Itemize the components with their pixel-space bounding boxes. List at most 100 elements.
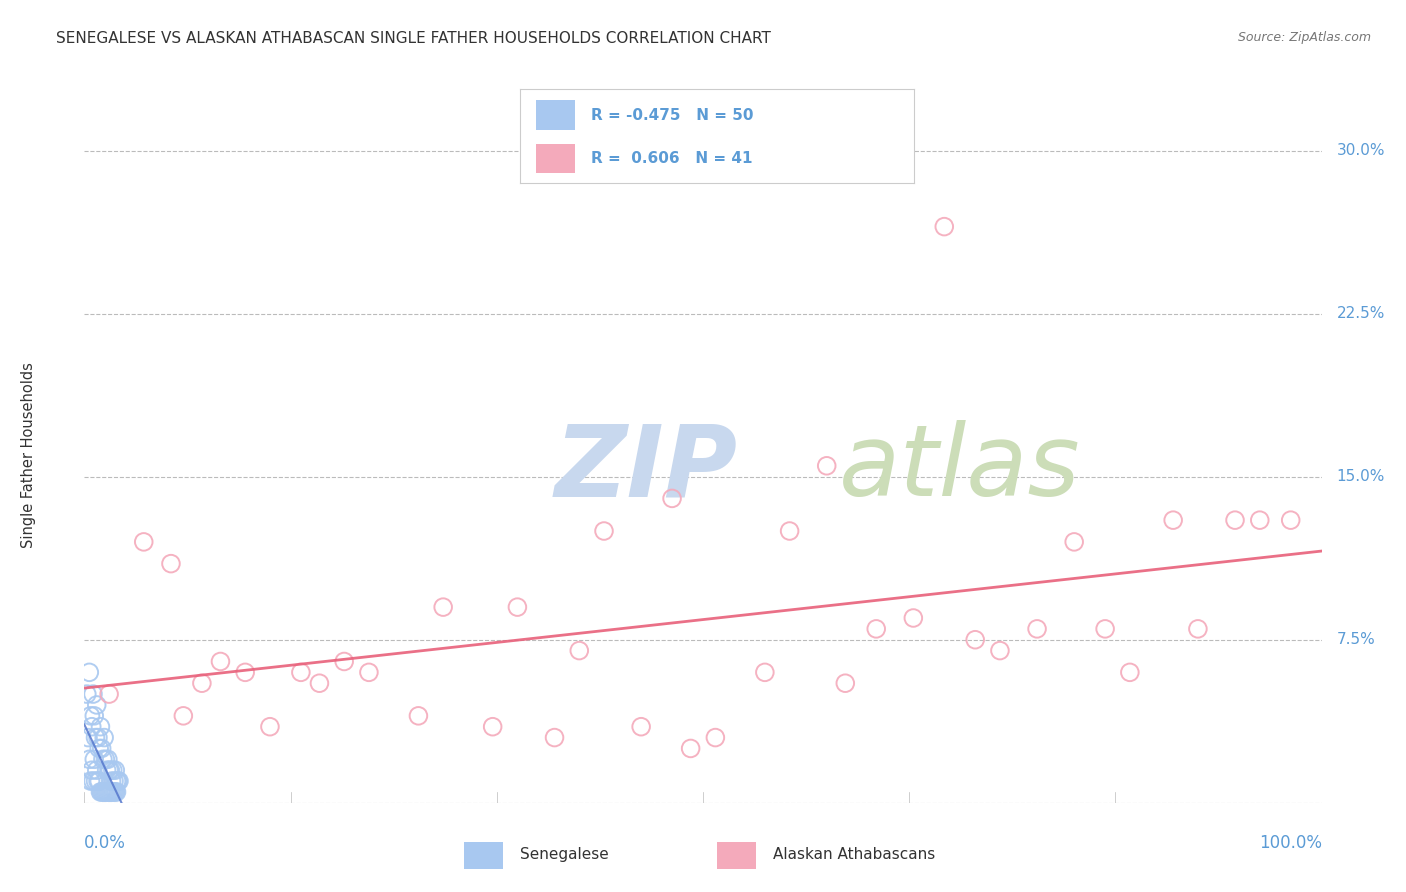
Point xyxy=(97,785,120,799)
Point xyxy=(98,687,121,701)
Point xyxy=(76,687,98,701)
Point xyxy=(98,763,121,777)
Point xyxy=(82,687,104,701)
FancyBboxPatch shape xyxy=(717,842,756,869)
Point xyxy=(86,763,108,777)
Point xyxy=(679,741,702,756)
Point xyxy=(90,785,112,799)
Point xyxy=(90,741,112,756)
Point xyxy=(308,676,330,690)
Point xyxy=(754,665,776,680)
Point xyxy=(84,774,107,789)
FancyBboxPatch shape xyxy=(536,101,575,130)
Point xyxy=(1223,513,1246,527)
Point xyxy=(91,785,114,799)
Point xyxy=(965,632,987,647)
Point xyxy=(100,774,122,789)
Point xyxy=(934,219,956,234)
Text: SENEGALESE VS ALASKAN ATHABASCAN SINGLE FATHER HOUSEHOLDS CORRELATION CHART: SENEGALESE VS ALASKAN ATHABASCAN SINGLE … xyxy=(56,31,770,46)
Point xyxy=(1279,513,1302,527)
Point xyxy=(1094,622,1116,636)
Point xyxy=(1249,513,1271,527)
Text: 22.5%: 22.5% xyxy=(1337,306,1385,321)
Point xyxy=(105,785,128,799)
Point xyxy=(91,752,114,766)
Point xyxy=(96,763,118,777)
Point xyxy=(233,665,256,680)
Point xyxy=(1187,622,1209,636)
Text: 0.0%: 0.0% xyxy=(84,834,127,852)
Point xyxy=(83,708,105,723)
Point xyxy=(506,600,529,615)
Point xyxy=(834,676,856,690)
Point xyxy=(94,785,117,799)
Text: atlas: atlas xyxy=(839,420,1081,517)
Point xyxy=(661,491,683,506)
Point xyxy=(83,752,105,766)
Text: Alaskan Athabascans: Alaskan Athabascans xyxy=(773,847,935,862)
Point xyxy=(86,698,108,712)
Point xyxy=(87,774,110,789)
Point xyxy=(481,720,503,734)
Point xyxy=(432,600,454,615)
Point xyxy=(101,785,124,799)
Point xyxy=(1161,513,1184,527)
Point xyxy=(104,763,127,777)
Text: ZIP: ZIP xyxy=(554,420,738,517)
Point xyxy=(357,665,380,680)
Point xyxy=(96,785,118,799)
Point xyxy=(80,720,103,734)
Point xyxy=(103,785,125,799)
Point xyxy=(77,731,100,745)
Point xyxy=(290,665,312,680)
Point xyxy=(89,785,111,799)
Point xyxy=(79,774,101,789)
Point xyxy=(98,763,121,777)
Point xyxy=(1063,535,1085,549)
Point xyxy=(89,774,111,789)
Point xyxy=(779,524,801,538)
Text: Source: ZipAtlas.com: Source: ZipAtlas.com xyxy=(1237,31,1371,45)
Point xyxy=(191,676,214,690)
Point xyxy=(105,774,128,789)
Point xyxy=(93,731,115,745)
Point xyxy=(704,731,727,745)
Point xyxy=(79,665,101,680)
Point xyxy=(593,524,616,538)
Point xyxy=(568,643,591,657)
Text: Single Father Households: Single Father Households xyxy=(21,362,37,548)
Point xyxy=(98,785,121,799)
Point xyxy=(94,752,117,766)
Point xyxy=(408,708,430,723)
Point xyxy=(93,785,115,799)
Point xyxy=(84,731,107,745)
Point xyxy=(903,611,925,625)
Point xyxy=(98,785,121,799)
Point xyxy=(89,720,111,734)
Point xyxy=(630,720,652,734)
Point xyxy=(103,774,125,789)
Point xyxy=(101,763,124,777)
Point xyxy=(1026,622,1049,636)
Point xyxy=(97,752,120,766)
Point xyxy=(160,557,183,571)
Point xyxy=(79,708,101,723)
Point xyxy=(132,535,155,549)
Point xyxy=(104,785,127,799)
Point xyxy=(333,655,356,669)
Text: R = -0.475   N = 50: R = -0.475 N = 50 xyxy=(591,108,754,123)
Point xyxy=(209,655,232,669)
Text: 7.5%: 7.5% xyxy=(1337,632,1375,648)
Point xyxy=(172,708,194,723)
Point xyxy=(988,643,1011,657)
Point xyxy=(89,741,111,756)
Point xyxy=(108,774,131,789)
FancyBboxPatch shape xyxy=(536,144,575,173)
Text: 100.0%: 100.0% xyxy=(1258,834,1322,852)
Point xyxy=(1119,665,1142,680)
Point xyxy=(543,731,565,745)
Point xyxy=(815,458,838,473)
Point xyxy=(107,774,129,789)
Point xyxy=(259,720,281,734)
Text: 30.0%: 30.0% xyxy=(1337,143,1385,158)
